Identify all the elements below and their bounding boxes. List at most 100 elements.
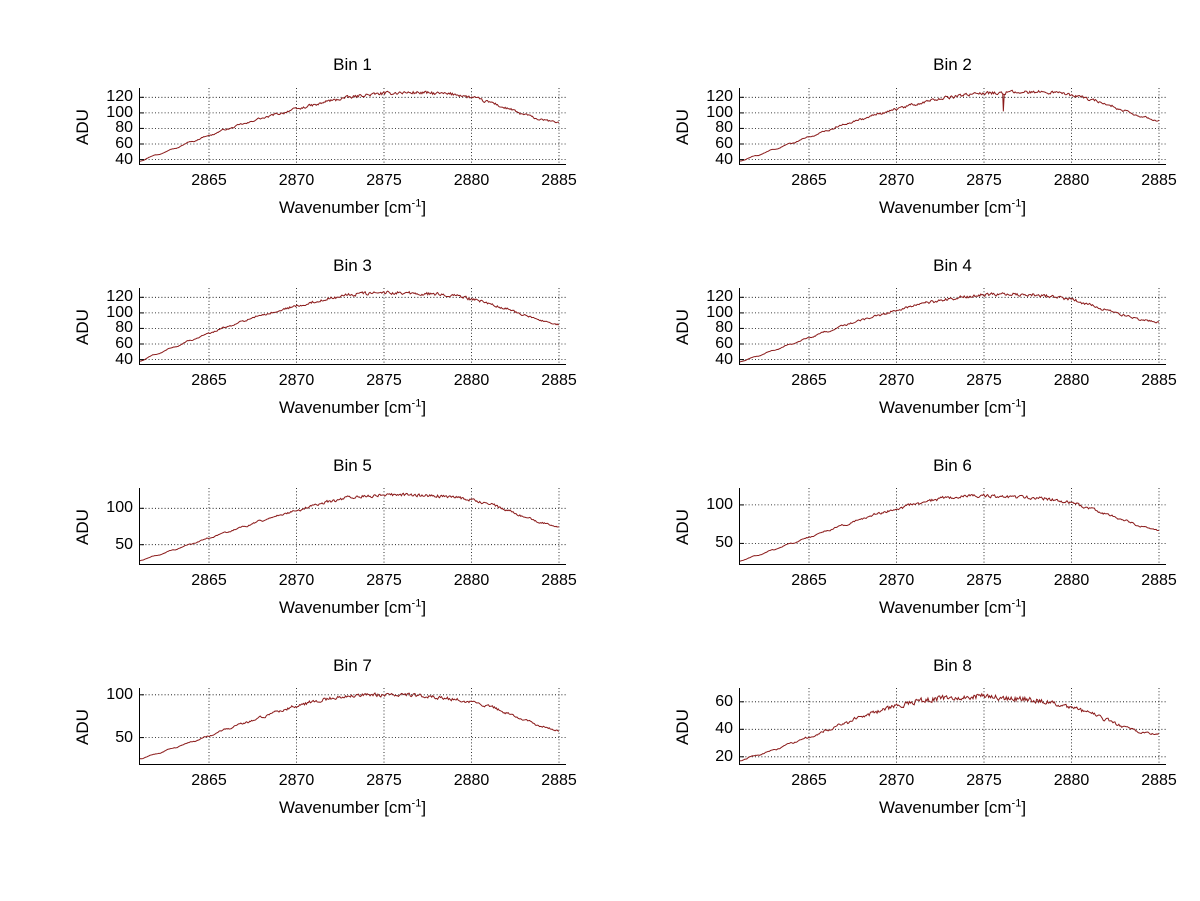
y-tick-label: 100 bbox=[706, 103, 733, 121]
x-tick-label: 2885 bbox=[541, 172, 577, 189]
y-tick-label: 50 bbox=[115, 535, 133, 553]
y-tick-label: 50 bbox=[715, 534, 733, 552]
y-axis-label: ADU bbox=[73, 708, 92, 745]
x-axis-label: Wavenumber [cm-1] bbox=[739, 598, 1166, 618]
x-tick-label: 2865 bbox=[791, 572, 827, 589]
y-tick-label: 80 bbox=[715, 119, 733, 137]
plot-area bbox=[739, 288, 1166, 365]
y-tick-labels: 40 60 80 100 120 bbox=[681, 288, 733, 368]
y-axis-label: ADU bbox=[73, 308, 92, 345]
x-tick-label: 2870 bbox=[278, 572, 315, 589]
x-axis-label-bracket: ] bbox=[421, 198, 427, 217]
axes-box bbox=[739, 288, 1166, 365]
y-axis-label: ADU bbox=[673, 708, 692, 745]
x-tick-label: 2875 bbox=[366, 372, 402, 389]
x-axis-label-text: Wavenumber [cm bbox=[878, 598, 1012, 617]
x-tick-label: 2865 bbox=[191, 172, 227, 189]
y-tick-label: 20 bbox=[715, 747, 733, 765]
y-tick-labels: 40 60 80 100 120 bbox=[81, 288, 133, 367]
x-axis-label-exponent: -1 bbox=[1011, 397, 1022, 410]
y-tick-label: 40 bbox=[115, 150, 133, 168]
axes-box bbox=[739, 88, 1166, 165]
y-axis-label: ADU bbox=[73, 108, 92, 145]
axes-box bbox=[139, 288, 566, 365]
x-tick-label: 2880 bbox=[1053, 772, 1090, 789]
y-tick-labels: 40 60 80 100 120 bbox=[81, 88, 133, 168]
x-tick-label: 2885 bbox=[541, 572, 577, 589]
y-tick-label: 60 bbox=[715, 135, 733, 152]
y-tick-label: 60 bbox=[115, 335, 133, 352]
x-axis-label-bracket: ] bbox=[421, 598, 427, 617]
y-tick-label: 60 bbox=[115, 135, 133, 152]
x-axis-label-text: Wavenumber [cm bbox=[278, 198, 412, 217]
y-tick-labels: 50 100 bbox=[81, 488, 133, 565]
x-tick-label: 2880 bbox=[1053, 172, 1090, 189]
panel-title: Bin 7 bbox=[333, 656, 372, 675]
y-tick-label: 60 bbox=[715, 692, 733, 710]
y-tick-label: 100 bbox=[106, 303, 133, 321]
y-tick-label: 100 bbox=[106, 103, 133, 121]
x-tick-label: 2885 bbox=[1141, 572, 1177, 589]
spectrum-line bbox=[139, 90, 560, 162]
x-tick-label: 2870 bbox=[878, 372, 915, 389]
x-axis-label: Wavenumber [cm-1] bbox=[139, 198, 566, 218]
x-tick-label: 2885 bbox=[541, 772, 577, 789]
y-tick-label: 80 bbox=[715, 319, 733, 337]
axis-spine bbox=[739, 88, 1166, 165]
x-tick-label: 2870 bbox=[278, 772, 315, 789]
y-tick-label: 100 bbox=[106, 499, 133, 517]
axes-box bbox=[139, 488, 566, 565]
x-tick-label: 2870 bbox=[878, 772, 915, 789]
axis-spine bbox=[139, 688, 566, 765]
y-tick-label: 100 bbox=[106, 685, 133, 703]
panel-title: Bin 1 bbox=[333, 55, 372, 74]
panel-title: Bin 3 bbox=[333, 256, 372, 275]
y-tick-label: 100 bbox=[706, 303, 733, 321]
x-tick-label: 2865 bbox=[191, 572, 227, 589]
y-axis-label: ADU bbox=[673, 308, 692, 345]
x-axis-label-exponent: -1 bbox=[411, 197, 422, 210]
axis-spine bbox=[139, 288, 566, 365]
panel-title: Bin 8 bbox=[933, 656, 972, 675]
plot-area bbox=[139, 688, 566, 765]
x-axis-label: Wavenumber [cm-1] bbox=[739, 398, 1166, 418]
x-axis-label-bracket: ] bbox=[1021, 598, 1027, 617]
panel-title: Bin 5 bbox=[333, 456, 372, 475]
x-axis-label: Wavenumber [cm-1] bbox=[739, 198, 1166, 218]
x-axis-label-text: Wavenumber [cm bbox=[878, 798, 1012, 817]
y-tick-label: 60 bbox=[715, 335, 733, 352]
x-axis-label-bracket: ] bbox=[421, 398, 427, 417]
y-tick-label: 40 bbox=[715, 150, 733, 168]
x-axis-label-exponent: -1 bbox=[1011, 597, 1022, 610]
y-axis-label: ADU bbox=[673, 108, 692, 145]
x-tick-label: 2865 bbox=[791, 772, 827, 789]
y-tick-label: 50 bbox=[115, 728, 133, 746]
x-axis-label-text: Wavenumber [cm bbox=[878, 398, 1012, 417]
plot-area bbox=[139, 488, 566, 565]
y-tick-label: 120 bbox=[706, 88, 733, 106]
x-tick-label: 2880 bbox=[453, 172, 490, 189]
spectrum-line bbox=[739, 292, 1160, 363]
x-tick-label: 2870 bbox=[278, 172, 315, 189]
x-tick-label: 2875 bbox=[366, 172, 402, 189]
x-tick-label: 2865 bbox=[191, 772, 227, 789]
y-tick-label: 120 bbox=[106, 288, 133, 306]
x-tick-label: 2885 bbox=[1141, 172, 1177, 189]
x-tick-label: 2875 bbox=[966, 772, 1002, 789]
x-tick-label: 2885 bbox=[541, 372, 577, 389]
x-tick-label: 2875 bbox=[966, 172, 1002, 189]
x-axis-label-bracket: ] bbox=[1021, 398, 1027, 417]
axis-spine bbox=[739, 488, 1166, 565]
y-axis-label: ADU bbox=[73, 508, 92, 545]
y-tick-label: 120 bbox=[706, 288, 733, 306]
x-axis-label: Wavenumber [cm-1] bbox=[139, 598, 566, 618]
y-tick-label: 40 bbox=[715, 350, 733, 368]
x-tick-label: 2870 bbox=[878, 172, 915, 189]
y-tick-labels: 20 40 60 bbox=[681, 688, 733, 765]
y-tick-label: 120 bbox=[106, 88, 133, 106]
